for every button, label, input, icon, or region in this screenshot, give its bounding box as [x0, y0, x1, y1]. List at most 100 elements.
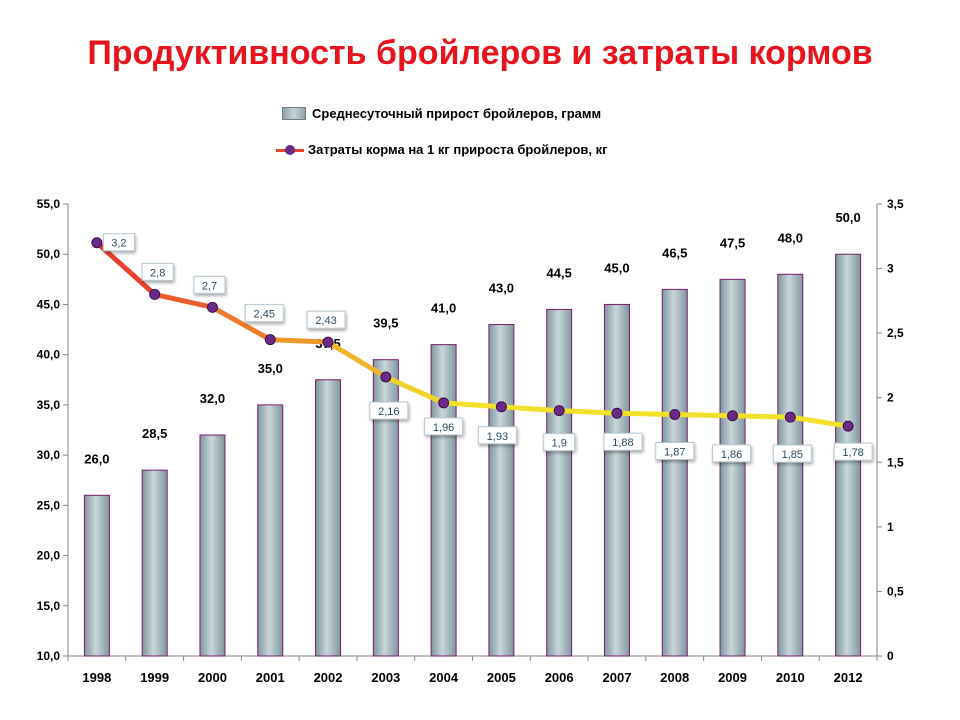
line-segment: [614, 410, 678, 418]
y-left-tick-label: 55,0: [37, 197, 61, 211]
bar-value-label: 28,5: [142, 426, 167, 441]
line-marker: [380, 371, 392, 383]
line-marker: [322, 336, 334, 348]
line-marker: [727, 410, 739, 422]
line-value-label: 1,93: [487, 431, 508, 443]
line-marker: [149, 288, 161, 300]
y-right-tick-label: 0,5: [887, 584, 904, 598]
y-left-tick-label: 25,0: [37, 498, 61, 512]
line-value-box: [141, 262, 174, 281]
x-tick-label: 2006: [545, 670, 574, 685]
line-marker: [438, 397, 450, 409]
x-tick-label: 2008: [660, 670, 689, 685]
line-value-box: [102, 233, 135, 252]
line-value-label: 2,43: [315, 315, 336, 327]
x-tick-label: 2010: [776, 670, 805, 685]
bar: [661, 288, 688, 657]
line-value-label: 1,88: [612, 437, 633, 449]
x-tick-label: 2009: [718, 670, 747, 685]
y-right-tick-label: 0: [887, 649, 894, 663]
line-value-box: [369, 401, 409, 420]
x-tick-label: 1998: [82, 670, 111, 685]
line-value-box: [193, 275, 226, 294]
bar-series: [83, 253, 862, 657]
line-value-label: 1,96: [433, 422, 454, 434]
bar: [488, 324, 515, 657]
line-value-label: 3,2: [111, 238, 126, 250]
bar-value-label: 41,0: [431, 301, 456, 316]
line-marker: [553, 405, 565, 417]
bar-value-label: 43,0: [489, 281, 514, 296]
line-value-label: 1,78: [842, 447, 863, 459]
bar: [83, 494, 110, 657]
x-tick-label: 2005: [487, 670, 516, 685]
bar: [777, 273, 804, 657]
line-segment: [556, 408, 620, 416]
x-tick-label: 2001: [256, 670, 285, 685]
page-title: Продуктивность бройлеров и затраты кормо…: [87, 34, 873, 72]
line-series: [91, 237, 854, 432]
bar-value-label: 46,5: [662, 245, 687, 260]
line-value-box: [306, 310, 346, 329]
y-left-tick-label: 10,0: [37, 649, 61, 663]
y-left-tick-label: 35,0: [37, 398, 61, 412]
line-segment: [441, 400, 504, 410]
line-value-box: [833, 442, 873, 461]
line-segment: [498, 404, 562, 414]
line-value-label: 2,7: [202, 280, 217, 292]
line-marker: [264, 334, 276, 346]
line-value-label: 2,8: [150, 267, 165, 279]
y-left-tick-label: 45,0: [37, 297, 61, 311]
line-segment: [267, 337, 331, 345]
bar: [719, 278, 746, 657]
line-value-box: [477, 426, 517, 445]
line-value-box: [603, 432, 643, 451]
y-right-tick-label: 2: [887, 391, 894, 405]
line-marker: [669, 409, 681, 421]
bar-value-label: 32,0: [200, 391, 225, 406]
x-tick-label: 2002: [314, 670, 343, 685]
bar: [199, 434, 226, 657]
line-segment: [209, 304, 273, 343]
x-tick-label: 2000: [198, 670, 227, 685]
bar-value-label: 47,5: [720, 235, 745, 250]
y-left-tick-label: 50,0: [37, 247, 61, 261]
x-tick-label: 2004: [429, 670, 459, 685]
bar: [603, 303, 630, 657]
bar-value-label: 44,5: [547, 265, 572, 280]
line-value-box: [244, 304, 284, 323]
bar-value-label: 35,0: [258, 361, 283, 376]
line-marker: [784, 411, 796, 423]
line-marker: [206, 301, 218, 313]
line-value-label: 2,45: [254, 309, 275, 321]
y-right-tick-label: 1: [887, 520, 894, 534]
x-tick-label: 2003: [371, 670, 400, 685]
line-value-box: [772, 444, 812, 463]
bar-value-label: 45,0: [604, 260, 629, 275]
bar: [315, 379, 342, 657]
line-segment: [730, 413, 793, 420]
line-value-labels: 3,2 2,8 2,7 2,45 2,43 2,16 1,96 1,93 1,9 1,88 1,87…: [102, 233, 873, 463]
y-left-tick-label: 40,0: [37, 348, 61, 362]
line-value-box: [424, 417, 464, 436]
x-tick-label: 2007: [603, 670, 632, 685]
bar: [546, 308, 573, 657]
y-left-tick-label: 15,0: [37, 599, 61, 613]
line-marker: [842, 420, 854, 432]
y-right-tick-label: 3: [887, 262, 894, 276]
line-segment: [383, 374, 447, 406]
line-segment: [152, 291, 215, 310]
line-value-label: 1,85: [782, 449, 803, 461]
y-right-tick-label: 2,5: [887, 326, 904, 340]
bar-value-label: 48,0: [778, 230, 803, 245]
y-right-tick-label: 3,5: [887, 197, 904, 211]
line-value-box: [543, 433, 576, 452]
bar-value-label: 26,0: [84, 451, 109, 466]
line-marker: [495, 401, 507, 413]
line-segment: [787, 414, 851, 429]
bar: [141, 469, 168, 657]
line-value-label: 1,9: [552, 438, 567, 450]
bar: [430, 344, 457, 657]
line-value-label: 2,16: [378, 406, 399, 418]
